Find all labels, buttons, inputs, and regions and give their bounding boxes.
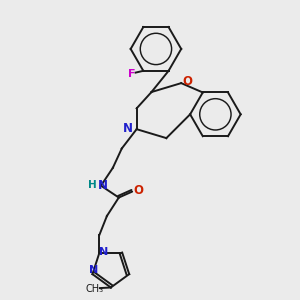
Text: N: N	[123, 122, 133, 135]
Text: F: F	[128, 69, 136, 79]
Text: N: N	[99, 247, 108, 257]
Text: CH₃: CH₃	[85, 284, 103, 294]
Text: N: N	[98, 178, 107, 192]
Text: O: O	[183, 75, 193, 88]
Text: O: O	[134, 184, 144, 196]
Text: N: N	[89, 265, 99, 275]
Text: H: H	[88, 180, 96, 190]
